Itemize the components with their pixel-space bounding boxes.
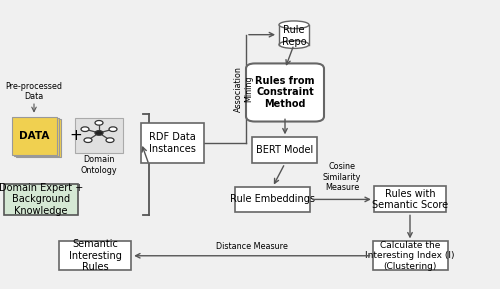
FancyBboxPatch shape [372, 241, 448, 270]
Bar [279, 25, 309, 45]
FancyBboxPatch shape [16, 119, 60, 157]
Text: Rules with
Semantic Score: Rules with Semantic Score [372, 189, 448, 210]
Text: RDF Data
Instances: RDF Data Instances [149, 132, 196, 154]
Circle shape [109, 127, 117, 131]
Ellipse shape [279, 41, 309, 49]
Circle shape [84, 138, 92, 142]
Text: Calculate the
Interesting Index (I)
(Clustering): Calculate the Interesting Index (I) (Clu… [365, 241, 455, 271]
Text: BERT Model: BERT Model [256, 145, 314, 155]
Text: DATA: DATA [19, 131, 49, 141]
Text: Cosine
Similarity
Measure: Cosine Similarity Measure [322, 162, 361, 192]
Text: Rule
Repo: Rule Repo [282, 25, 306, 47]
Circle shape [95, 121, 103, 125]
Text: Rule Embeddings: Rule Embeddings [230, 194, 315, 204]
Text: Association
Mining: Association Mining [234, 66, 254, 112]
Circle shape [81, 127, 89, 131]
FancyBboxPatch shape [235, 187, 310, 212]
Ellipse shape [279, 21, 309, 29]
FancyBboxPatch shape [252, 137, 318, 163]
FancyBboxPatch shape [59, 241, 131, 270]
FancyBboxPatch shape [246, 64, 324, 121]
Text: Semantic
Interesting
Rules: Semantic Interesting Rules [68, 239, 122, 272]
FancyBboxPatch shape [374, 186, 446, 212]
Circle shape [95, 131, 103, 135]
FancyBboxPatch shape [4, 184, 78, 215]
Text: Pre-processed
Data: Pre-processed Data [6, 82, 62, 101]
Text: Domain Expert +
Background
Knowledge: Domain Expert + Background Knowledge [0, 183, 83, 216]
FancyBboxPatch shape [76, 118, 123, 153]
Text: Rules from
Constraint
Method: Rules from Constraint Method [256, 76, 315, 109]
Circle shape [106, 138, 114, 142]
Text: +: + [70, 128, 82, 143]
FancyBboxPatch shape [14, 118, 59, 156]
Text: Distance Measure: Distance Measure [216, 242, 288, 251]
FancyBboxPatch shape [142, 123, 204, 163]
FancyBboxPatch shape [12, 117, 56, 155]
Text: Domain
Ontology: Domain Ontology [80, 155, 118, 175]
